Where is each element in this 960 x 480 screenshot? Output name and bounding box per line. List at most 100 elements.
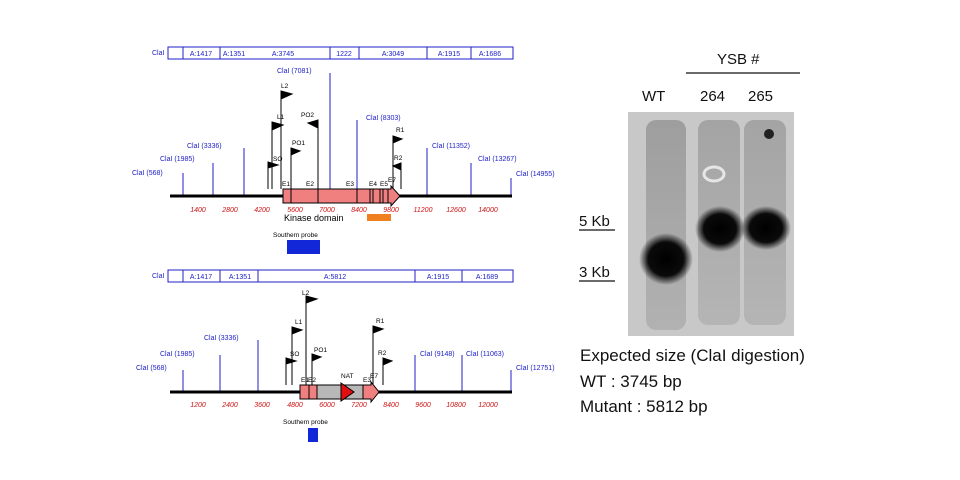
- top-site-label: ClaI (3336): [187, 143, 222, 150]
- bottom-gene-end: [362, 380, 380, 404]
- bottom-segment-label: A:1417: [190, 274, 212, 281]
- bottom-primer-label: R2: [378, 350, 387, 357]
- bottom-primer-label: L1: [295, 319, 303, 326]
- bottom-exon-label: E7: [370, 373, 378, 380]
- blot-artifact-dot: [764, 129, 774, 139]
- top-segment-label: A:1686: [479, 51, 501, 58]
- top-probe-label: Southern probe: [273, 232, 318, 239]
- marker-3kb: 3 Kb: [579, 264, 610, 281]
- bottom-exon-block: [308, 384, 318, 400]
- bottom-site-label: ClaI (9148): [420, 351, 455, 358]
- band-264: [695, 206, 745, 252]
- top-primer-label: L1: [277, 114, 285, 121]
- bottom-scale-label: 12000: [478, 402, 498, 409]
- top-segment-label: A:1915: [438, 51, 460, 58]
- marker-5kb: 5 Kb: [579, 213, 610, 230]
- top-site-label: ClaI (1985): [160, 156, 195, 163]
- top-primer-label: PO2: [301, 112, 314, 119]
- bottom-primer-label: L2: [302, 290, 310, 297]
- top-scale-label: 7000: [319, 207, 335, 214]
- top-scale-label: 14000: [478, 207, 498, 214]
- band-wt: [639, 233, 693, 285]
- bottom-segment-label: A:5812: [324, 274, 346, 281]
- top-scale-label: 4200: [254, 207, 270, 214]
- top-primer-label: L2: [281, 83, 289, 90]
- top-exon-label: E5: [380, 181, 388, 188]
- bottom-exon-label: E3: [363, 377, 371, 384]
- top-strip-label: ClaI: [152, 50, 165, 57]
- bottom-site-label: ClaI (12751): [516, 365, 555, 372]
- bottom-scale-label: 1200: [190, 402, 206, 409]
- top-southern-probe: [287, 240, 320, 254]
- top-primer-label: R2: [394, 155, 403, 162]
- top-scale-label: 5600: [287, 207, 303, 214]
- top-scale-label: 11200: [414, 207, 433, 214]
- blot-group-label: YSB #: [717, 51, 760, 68]
- blot-artifact-ring: [702, 165, 726, 183]
- top-scale-label: 1400: [190, 207, 206, 214]
- bottom-scale-label: 6000: [319, 402, 335, 409]
- bottom-site-label: ClaI (1985): [160, 351, 195, 358]
- kinase-domain-bar: [367, 214, 391, 221]
- top-site-label: ClaI (14955): [516, 171, 555, 178]
- bottom-primer-label: PO1: [314, 347, 327, 354]
- bottom-scale-label: 7200: [351, 402, 367, 409]
- expected-wt: WT : 3745 bp: [580, 372, 682, 391]
- bottom-scale-label: 10800: [446, 402, 466, 409]
- top-exon-label: E2: [306, 181, 314, 188]
- top-gene-body: [282, 184, 401, 208]
- bottom-scale-label: 8400: [383, 402, 399, 409]
- bottom-segment-label: A:1689: [476, 274, 498, 281]
- expected-mutant: Mutant : 5812 bp: [580, 397, 708, 416]
- top-segment-label: A:3049: [382, 51, 404, 58]
- bottom-site-label: ClaI (11063): [466, 351, 504, 358]
- top-segment-label: A:1417: [190, 51, 212, 58]
- bottom-primer-label: R1: [376, 318, 385, 325]
- lane-smear-wt: [646, 120, 686, 330]
- bottom-site-label: ClaI (3336): [204, 335, 239, 342]
- top-exon-label: E4: [369, 181, 377, 188]
- bottom-intron-block: [316, 384, 364, 400]
- top-site-label: ClaI (11352): [432, 143, 470, 150]
- top-site-label: ClaI (568): [132, 170, 163, 177]
- expected-title: Expected size (ClaI digestion): [580, 346, 805, 365]
- bottom-segment-label: A:1351: [229, 274, 251, 281]
- top-map: ClaI A:1417 A:1351 A:3745 1222 A:3049 A:…: [132, 46, 555, 254]
- top-exon-label: E3: [346, 181, 354, 188]
- bottom-map: ClaI A:1417 A:1351 A:5812 A:1915 A:1689 …: [136, 269, 555, 442]
- bottom-scale-label: 9600: [415, 402, 431, 409]
- top-scale-label: 2800: [221, 207, 238, 214]
- top-exon-label: E1: [282, 181, 290, 188]
- kinase-domain-label: Kinase domain: [284, 213, 344, 223]
- top-scale-label: 12600: [446, 207, 466, 214]
- band-265: [741, 206, 791, 250]
- top-site-label: ClaI (8303): [366, 115, 401, 122]
- bottom-scale-label: 3600: [254, 402, 270, 409]
- bottom-southern-probe: [308, 428, 318, 442]
- top-primer-label: SO: [273, 156, 282, 163]
- bottom-exon-label: E1: [301, 377, 309, 384]
- lane-label-265: 265: [748, 88, 773, 105]
- top-site-label: ClaI (13267): [478, 156, 517, 163]
- bottom-segment-label: A:1915: [427, 274, 449, 281]
- bottom-site-label: ClaI (568): [136, 365, 167, 372]
- top-primer-label: R1: [396, 127, 405, 134]
- top-segment-label: A:1351: [223, 51, 245, 58]
- lane-label-264: 264: [700, 88, 725, 105]
- southern-blot-image: [628, 112, 794, 336]
- top-exon-label: E7: [388, 177, 396, 184]
- nat-marker-arrow: [340, 382, 355, 402]
- top-scale-label: 8400: [351, 207, 367, 214]
- bottom-exon-block: [299, 384, 310, 400]
- top-site-label: ClaI (7081): [277, 68, 312, 75]
- lane-label-wt: WT: [642, 88, 665, 105]
- top-primer-label: PO1: [292, 140, 305, 147]
- bottom-scale-label: 2400: [221, 402, 238, 409]
- bottom-fragment-strip: [167, 269, 514, 283]
- nat-label: NAT: [341, 373, 354, 380]
- bottom-primer-label: SO: [290, 351, 299, 358]
- bottom-strip-label: ClaI: [152, 273, 165, 280]
- top-scale-label: 9800: [383, 207, 399, 214]
- bottom-scale-label: 4800: [287, 402, 303, 409]
